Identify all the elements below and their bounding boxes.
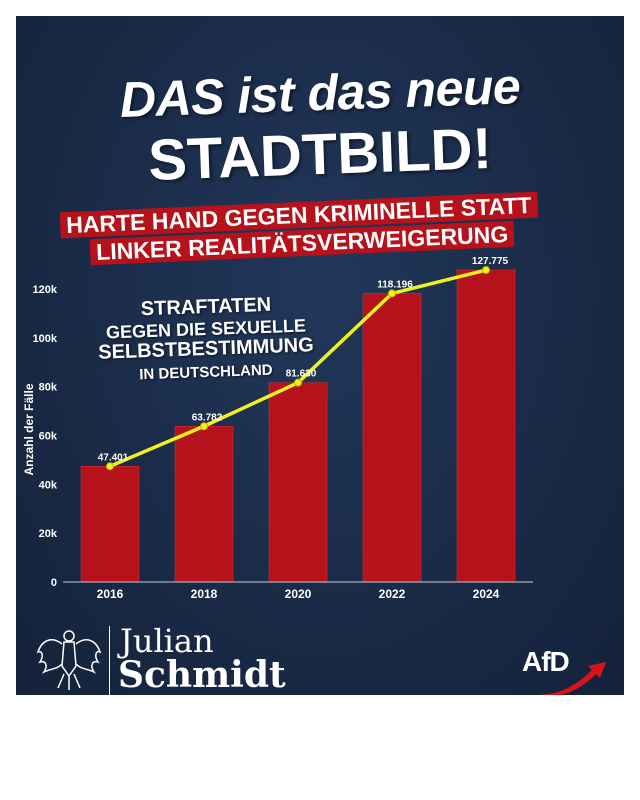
data-label: 81.630: [286, 369, 317, 380]
data-label: 47.401: [98, 452, 129, 463]
divider: [109, 626, 110, 695]
y-axis-label: Anzahl der Fälle: [22, 383, 36, 475]
bar-2018: [174, 426, 234, 583]
bar-2024: [456, 269, 516, 583]
y-tick-label: 20k: [39, 528, 58, 540]
poster: DAS ist das neue STADTBILD! HARTE HAND G…: [16, 16, 624, 695]
trend-point: [200, 422, 208, 431]
data-label: 63.782: [192, 412, 223, 423]
afd-logo: AfD: [522, 646, 570, 677]
bar-2016: [80, 466, 140, 583]
y-tick-label: 80k: [39, 382, 58, 394]
footer: Julian Schmidt AfD: [16, 616, 624, 695]
bar-2020: [268, 382, 328, 583]
bar-2022: [362, 293, 422, 583]
y-tick-label: 60k: [39, 431, 58, 443]
y-tick-label: 100k: [33, 333, 58, 345]
data-label: 118.196: [377, 279, 413, 290]
data-label: 127.775: [472, 256, 509, 267]
last-name: Schmidt: [118, 654, 286, 695]
trend-point: [388, 289, 396, 298]
y-tick-label: 120k: [33, 284, 58, 296]
bar-chart: 0 20k 40k 60k 80k 100k 120k Anzahl der Fälle 201…: [22, 256, 533, 601]
x-tick-label: 2024: [473, 587, 500, 601]
trend-point: [294, 378, 302, 387]
first-name: Julian: [120, 622, 214, 660]
trend-point: [482, 266, 490, 275]
x-tick-label: 2022: [379, 587, 406, 601]
federal-eagle-icon: [36, 630, 102, 690]
x-tick-label: 2020: [285, 587, 312, 601]
y-tick-label: 40k: [39, 479, 58, 491]
x-tick-label: 2018: [191, 587, 218, 601]
x-tick-label: 2016: [97, 587, 124, 601]
y-tick-label: 0: [51, 577, 57, 589]
trend-point: [106, 462, 114, 471]
afd-arrow-icon: [540, 662, 606, 695]
